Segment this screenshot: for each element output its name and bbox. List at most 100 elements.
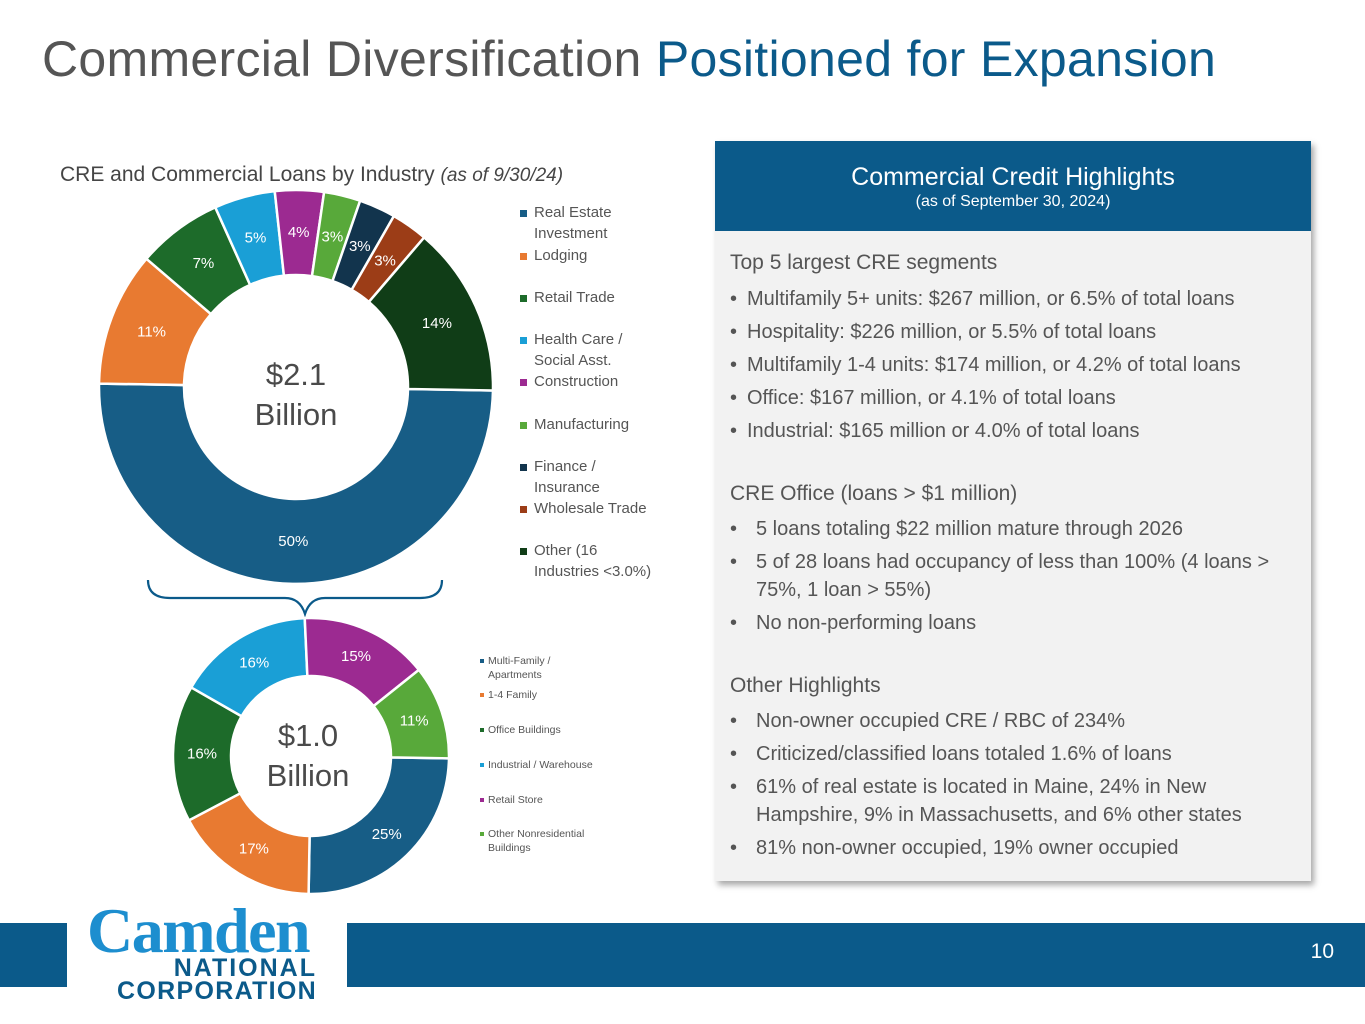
donut-slice (371, 668, 451, 760)
legend-item: Lodging (520, 245, 587, 266)
donut-slice (307, 756, 451, 896)
legend-swatch (520, 422, 527, 429)
chart1-title-note: (as of 9/30/24) (440, 165, 564, 186)
bullet-item: Non-owner occupied CRE / RBC of 234% (730, 708, 1300, 736)
legend-label: Buildings (488, 842, 531, 854)
legend-item: Retail Trade (520, 287, 615, 308)
slice-data-label: 11% (137, 324, 166, 341)
company-logo: Camden NATIONAL CORPORATION (67, 895, 347, 1024)
slice-data-label: 3% (349, 238, 371, 255)
panel-title: Commercial Credit Highlights (851, 163, 1175, 191)
chart2-center-label: $1.0 Billion (218, 716, 398, 796)
legend-label: Retail Store (488, 794, 543, 806)
bullet-item: No non-performing loans (730, 610, 1300, 638)
industry-donut-chart: 50%11%7%5% 4% 3%3%3%14% (100, 190, 495, 586)
bullet-list-other-highlights: Non-owner occupied CRE / RBC of 234% Cri… (730, 708, 1300, 868)
chart2-center-unit: Billion (266, 758, 350, 793)
legend-swatch (520, 295, 527, 302)
chart2-center-amount: $1.0 (277, 718, 339, 753)
bullet-item: Multifamily 5+ units: $267 million, or 6… (730, 286, 1300, 314)
logo-line-national: NATIONAL (173, 954, 317, 982)
legend-label: Industries <3.0%) (534, 563, 652, 580)
legend-item: Manufacturing (520, 414, 629, 435)
legend-label: Other Nonresidential (488, 828, 585, 840)
legend-label: Lodging (534, 247, 588, 264)
legend-swatch (520, 506, 527, 513)
logo-line-corporation: CORPORATION (117, 977, 317, 1005)
legend-swatch (480, 728, 484, 732)
bullet-item: Multifamily 1-4 units: $174 million, or … (730, 352, 1300, 380)
slice-data-label: 25% (372, 826, 402, 843)
section-title-other-highlights: Other Highlights (730, 674, 881, 697)
legend-item: Multi-Family / Apartments (480, 654, 550, 682)
slice-data-label: 3% (374, 252, 396, 269)
legend-item: Other (16 Industries <3.0%) (520, 540, 651, 582)
chart1-center-unit: Billion (254, 397, 338, 432)
legend-label: Construction (534, 373, 619, 390)
legend-label: Apartments (488, 669, 542, 681)
legend-item: Wholesale Trade (520, 498, 647, 519)
slice-data-label: 4% (288, 224, 310, 241)
slide-title: Commercial Diversification Positioned fo… (42, 30, 1216, 88)
panel-header: Commercial Credit Highlights (as of Sept… (715, 141, 1311, 231)
slice-data-label: 15% (341, 648, 371, 665)
donut-slice (367, 235, 495, 392)
legend-label: Retail Trade (534, 289, 615, 306)
bullet-item: 5 of 28 loans had occupancy of less than… (730, 549, 1300, 604)
title-main: Commercial Diversification (42, 31, 642, 87)
legend-swatch (480, 763, 484, 767)
legend-item: 1-4 Family (480, 688, 537, 702)
credit-highlights-panel: Commercial Credit Highlights (as of Sept… (715, 141, 1311, 881)
logo-wordmark: Camden (87, 895, 311, 966)
real-estate-donut-chart: 25% 17% 16% 16% 15% 11% (171, 616, 451, 896)
legend-swatch (480, 832, 484, 836)
legend-label: Wholesale Trade (534, 500, 647, 517)
section-title-cre-office: CRE Office (loans > $1 million) (730, 482, 1018, 505)
donut-slice (100, 382, 495, 586)
legend-swatch (520, 337, 527, 344)
legend-label: Real Estate (534, 204, 612, 221)
legend-label: Industrial / Warehouse (488, 759, 593, 771)
legend-label: Investment (534, 225, 608, 242)
legend-label: Office Buildings (488, 724, 561, 736)
slice-data-label: 11% (400, 712, 429, 729)
legend-label: Health Care / (534, 331, 623, 348)
legend-item: Other Nonresidential Buildings (480, 827, 584, 855)
legend-item: Retail Store (480, 793, 543, 807)
legend-swatch (480, 693, 484, 697)
slice-data-label: 16% (239, 654, 269, 671)
bullet-item: 5 loans totaling $22 million mature thro… (730, 516, 1300, 544)
legend-swatch (480, 798, 484, 802)
slice-data-label: 7% (193, 255, 215, 272)
section-title-cre-segments: Top 5 largest CRE segments (730, 251, 998, 274)
bullet-item: Office: $167 million, or 4.1% of total l… (730, 385, 1300, 413)
legend-swatch (520, 253, 527, 260)
panel-subtitle: (as of September 30, 2024) (915, 193, 1111, 210)
legend-item: Construction (520, 371, 618, 392)
slice-data-label: 17% (239, 840, 269, 857)
legend-label: Manufacturing (534, 416, 630, 433)
legend-label: Insurance (534, 479, 600, 496)
slice-data-label: 14% (422, 315, 452, 332)
legend-label: Social Asst. (534, 352, 612, 369)
legend-swatch (520, 548, 527, 555)
legend-label: Finance / (534, 458, 596, 475)
slice-data-label: 5% (245, 229, 267, 246)
legend-swatch (520, 379, 527, 386)
bullet-item: Hospitality: $226 million, or 5.5% of to… (730, 319, 1300, 347)
chart1-center-label: $2.1 Billion (196, 355, 396, 435)
slice-data-label: 3% (321, 228, 343, 245)
slice-data-label: 50% (278, 533, 308, 550)
chart1-center-amount: $2.1 (265, 357, 327, 392)
bullet-item: Industrial: $165 million or 4.0% of tota… (730, 418, 1300, 446)
bullet-list-cre-segments: Multifamily 5+ units: $267 million, or 6… (730, 286, 1300, 451)
legend-label: 1-4 Family (488, 689, 538, 701)
bullet-item: 81% non-owner occupied, 19% owner occupi… (730, 835, 1300, 863)
legend-swatch (520, 210, 527, 217)
chart1-title: CRE and Commercial Loans by Industry (as… (60, 163, 563, 187)
legend-swatch (480, 659, 484, 663)
legend-item: Industrial / Warehouse (480, 758, 593, 772)
legend-label: Multi-Family / (488, 655, 551, 667)
page-number: 10 (1310, 940, 1334, 963)
slice-data-label: 16% (187, 746, 217, 763)
